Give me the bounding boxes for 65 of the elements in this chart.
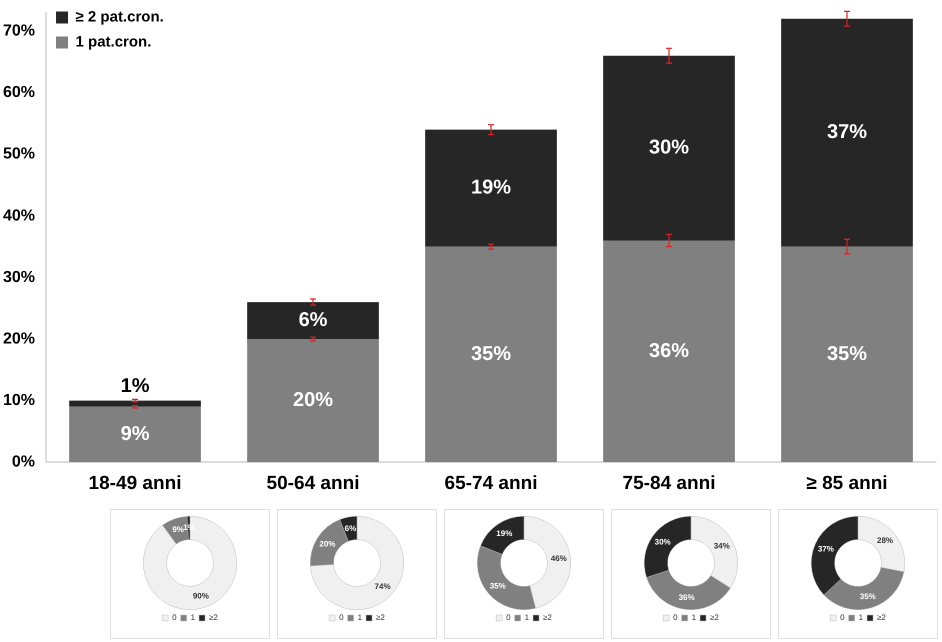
data-label: 36% [678, 592, 695, 602]
legend-label: 1 [524, 613, 530, 622]
legend-label: 1 [358, 613, 363, 622]
y-tick-label: 40% [2, 207, 36, 224]
data-label: 37% [818, 544, 834, 554]
legend-label: ≥2 [543, 613, 552, 622]
bar [69, 406, 201, 462]
data-label: 35% [470, 342, 512, 365]
x-tick-label: 50-64 anni [266, 472, 360, 494]
data-label: 34% [714, 541, 730, 550]
data-label: 1% [183, 523, 195, 532]
bar [69, 400, 201, 407]
data-label: 37% [826, 121, 868, 144]
data-label: 19% [496, 529, 512, 538]
bar [247, 339, 379, 462]
bar [781, 18, 913, 247]
legend-label: ≥2 [209, 613, 218, 622]
legend-label: 1 [858, 613, 864, 622]
legend-label: ≥ 2 pat.cron. [76, 8, 164, 26]
x-tick-label: 75-84 anni [622, 472, 716, 494]
x-tick-label: 65-74 anni [444, 472, 538, 494]
data-label: 9% [120, 423, 150, 445]
data-label: 74% [374, 582, 391, 592]
legend-label: ≥2 [710, 613, 720, 622]
data-label: 46% [550, 554, 567, 563]
bar [781, 246, 913, 462]
data-label: 1% [120, 375, 150, 398]
data-label: 35% [860, 592, 876, 601]
y-tick-label: 60% [2, 84, 36, 102]
data-label: 6% [298, 309, 328, 332]
legend-label: 1 pat.cron. [76, 34, 152, 51]
data-label: 28% [877, 536, 894, 545]
data-label: 20% [319, 539, 336, 548]
legend-label: 0 [840, 613, 846, 622]
data-label: 36% [648, 340, 690, 362]
data-label: 35% [826, 342, 868, 365]
data-label: 20% [293, 389, 334, 412]
legend-label: 1 [190, 613, 196, 622]
legend-label: 1 [692, 613, 697, 622]
legend-label: ≥2 [376, 613, 386, 622]
y-tick-label: 10% [2, 392, 36, 410]
legend-label: ≥2 [877, 613, 886, 622]
legend-label: 0 [506, 613, 512, 622]
data-label: 30% [648, 136, 690, 159]
bar [425, 246, 557, 462]
data-label: 9% [172, 525, 184, 534]
bar [247, 302, 379, 340]
data-label: 30% [654, 538, 671, 547]
y-tick-label: 0% [12, 454, 36, 471]
data-label: 19% [470, 176, 512, 199]
bar [603, 240, 735, 462]
bar [425, 130, 557, 247]
bar [603, 56, 735, 240]
legend-label: 0 [172, 613, 178, 622]
x-tick-label: 18-49 anni [88, 472, 182, 494]
y-tick-label: 30% [2, 268, 36, 286]
y-tick-label: 50% [2, 146, 36, 163]
data-label: 6% [344, 524, 356, 533]
legend-label: 0 [673, 613, 678, 622]
y-tick-label: 20% [2, 330, 36, 348]
x-tick-label: ≥ 85 anni [806, 472, 888, 494]
data-label: 35% [490, 581, 506, 590]
legend-label: 0 [339, 613, 344, 622]
y-tick-label: 70% [2, 22, 36, 40]
data-label: 90% [192, 592, 209, 601]
